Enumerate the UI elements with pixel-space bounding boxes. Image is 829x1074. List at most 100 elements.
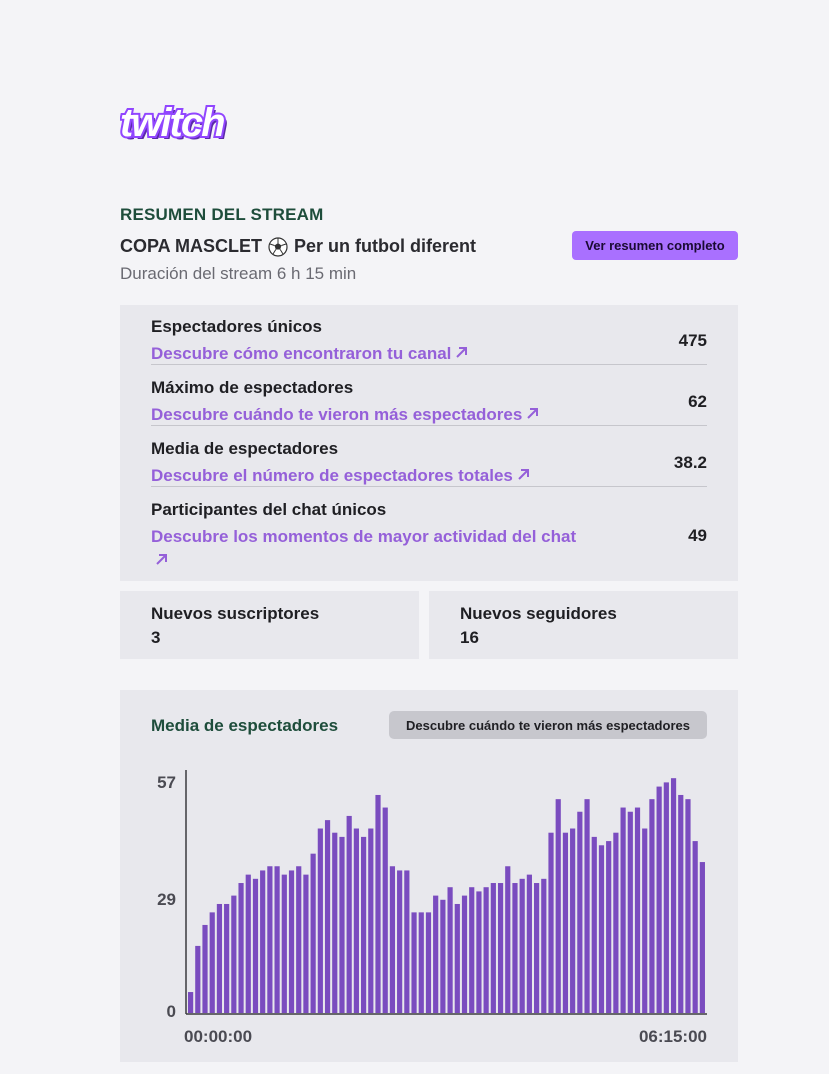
stat-label: Espectadores únicos [151, 317, 323, 336]
stats-card: Espectadores únicos Descubre cómo encont… [120, 305, 738, 581]
stat-avg-viewers: Media de espectadores Descubre el número… [151, 439, 707, 488]
chart-bar [555, 799, 561, 1013]
y-tick-label: 29 [157, 890, 176, 909]
chart-bar [461, 895, 468, 1013]
chart-bar [188, 992, 194, 1013]
chart-bar [433, 895, 439, 1013]
full-summary-button[interactable]: Ver resumen completo [572, 231, 738, 260]
svg-text:twitch: twitch [123, 104, 227, 147]
stat-link[interactable]: Descubre los momentos de mayor actividad… [151, 525, 591, 573]
card-label: Nuevos seguidores [460, 604, 617, 623]
new-followers-card: Nuevos seguidores 16 [429, 591, 738, 659]
chart-bar [397, 870, 403, 1013]
chart-bar [627, 811, 633, 1013]
chart-bar [332, 832, 338, 1013]
arrow-up-right-icon [456, 347, 468, 358]
soccer-ball-icon [268, 236, 288, 257]
chart-bar [606, 841, 612, 1013]
chart-bar [692, 841, 698, 1013]
card-value: 3 [151, 628, 161, 647]
chart-bar [281, 874, 287, 1013]
chart-bar [541, 878, 547, 1013]
svg-text:twitch: twitch [120, 103, 224, 145]
arrow-up-right-icon [518, 469, 529, 480]
chart-bar [411, 912, 417, 1013]
chart-bar [519, 878, 525, 1013]
stat-value: 475 [678, 331, 707, 350]
chart-bar [425, 912, 432, 1013]
stat-unique-viewers: Espectadores únicos Descubre cómo encont… [151, 317, 707, 366]
chart-bars [188, 778, 705, 1013]
chart-bar [375, 794, 381, 1013]
stat-value: 49 [688, 526, 707, 545]
chart-bar [245, 874, 251, 1013]
chart-bar [620, 807, 626, 1013]
chart-bar [591, 836, 597, 1013]
chart-bar [490, 883, 496, 1013]
x-tick-label: 00:00:00 [184, 1027, 252, 1046]
chart-bar [238, 883, 244, 1013]
chart-bar [440, 899, 446, 1013]
chart-bar [642, 828, 648, 1013]
card-label: Nuevos suscriptores [151, 604, 320, 623]
chart-bar [216, 903, 223, 1013]
chart-bar [260, 870, 266, 1013]
chart-bar [418, 912, 424, 1013]
chart-bar [296, 866, 302, 1013]
divider [151, 364, 707, 365]
chart-bar [353, 828, 359, 1013]
chart-bar [267, 866, 273, 1013]
chart-card: Media de espectadores Descubre cuándo te… [120, 690, 738, 1062]
stat-link[interactable]: Descubre el número de espectadores total… [151, 464, 591, 488]
arrow-up-right-icon [527, 408, 539, 419]
chart-bar [476, 891, 482, 1013]
chart-bar [699, 862, 705, 1013]
chart-bar [497, 883, 504, 1013]
peak-viewers-button[interactable]: Descubre cuándo te vieron más espectador… [389, 711, 707, 739]
chart-bar [339, 836, 345, 1013]
chart-bar [274, 866, 280, 1013]
stat-link[interactable]: Descubre cuándo te vieron más espectador… [151, 403, 591, 427]
chart-bar [670, 778, 677, 1013]
stat-value: 62 [688, 392, 707, 411]
chart-bar [613, 832, 619, 1013]
chart-bar [382, 807, 388, 1013]
chart-bar [598, 845, 605, 1013]
chart-bar [483, 887, 489, 1013]
chart-bar [469, 887, 475, 1013]
chart-bar [512, 883, 518, 1013]
chart-bar [570, 828, 576, 1013]
chart-bar [649, 799, 655, 1013]
chart-bar [368, 828, 374, 1013]
chart-bar [202, 924, 208, 1013]
chart-bar [310, 853, 316, 1013]
stream-title-prefix: COPA MASCLET [120, 236, 262, 256]
new-subscribers-card: Nuevos suscriptores 3 [120, 591, 419, 659]
stream-duration: Duración del stream 6 h 15 min [120, 264, 357, 283]
x-tick-label: 06:15:00 [639, 1027, 707, 1046]
chart-bar [195, 945, 201, 1013]
chart-bar [584, 799, 590, 1013]
chart-bar [526, 874, 532, 1013]
chart-bar [656, 786, 662, 1013]
chart-bar [404, 870, 410, 1013]
chart-bar [224, 903, 230, 1013]
stream-title: COPA MASCLET Per un futbol diferent [120, 236, 476, 257]
chart-bar [288, 870, 295, 1013]
divider [151, 425, 707, 426]
chart-bar [317, 828, 323, 1013]
viewers-chart: 57 29 0 00:00:00 06:15:00 [157, 770, 707, 1046]
divider [151, 486, 707, 487]
chart-bar [447, 887, 453, 1013]
stat-value: 38.2 [673, 453, 707, 472]
y-tick-label: 0 [167, 1002, 176, 1021]
chart-bar [389, 866, 396, 1013]
stat-label: Participantes del chat únicos [151, 500, 387, 519]
chart-bar [303, 874, 309, 1013]
stat-chat-participants: Participantes del chat únicos Descubre l… [151, 500, 707, 573]
chart-bar [324, 820, 331, 1013]
stat-max-viewers: Máximo de espectadores Descubre cuándo t… [151, 378, 707, 427]
stat-link[interactable]: Descubre cómo encontraron tu canal [151, 342, 591, 366]
arrow-up-right-icon [156, 554, 167, 565]
section-title: RESUMEN DEL STREAM [120, 205, 324, 224]
